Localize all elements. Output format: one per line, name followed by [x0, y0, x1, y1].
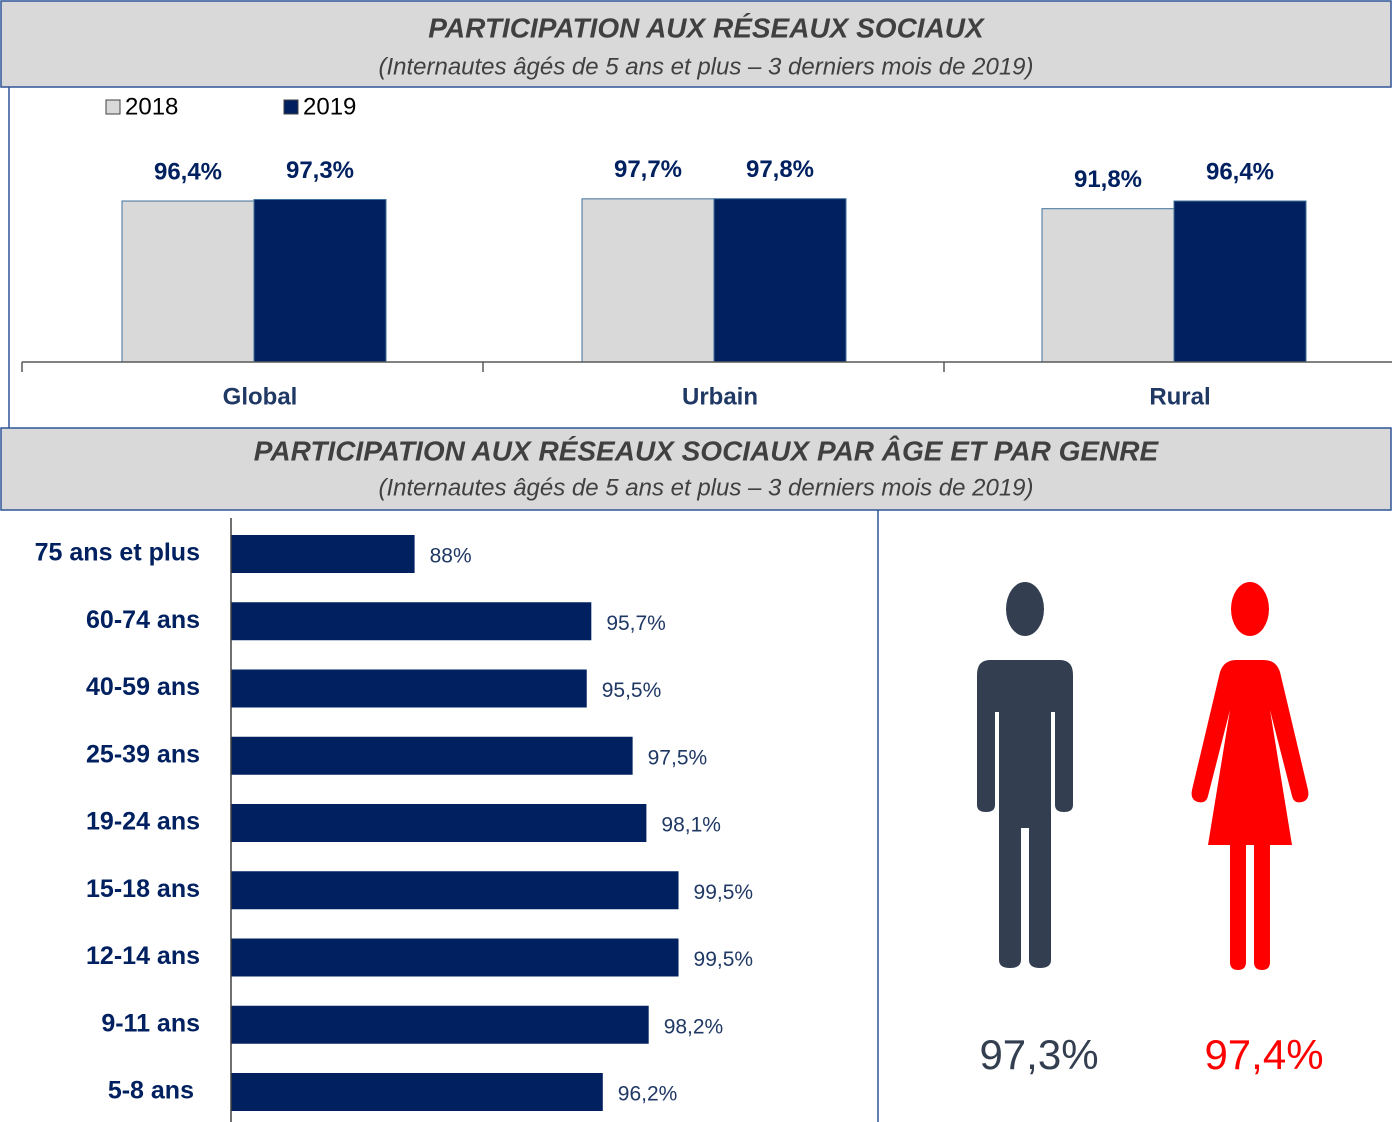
bar: [231, 669, 587, 708]
x-tick-label: Rural: [1149, 383, 1210, 410]
y-tick-label: 19-24 ans: [86, 808, 200, 836]
chart-title: PARTICIPATION AUX RÉSEAUX SOCIAUX PAR ÂG…: [254, 435, 1160, 466]
y-tick-label: 12-14 ans: [86, 942, 200, 970]
y-tick-label: 75 ans et plus: [35, 539, 200, 567]
legend-swatch: [283, 99, 299, 115]
y-tick-label: 40-59 ans: [86, 673, 200, 701]
bar: [253, 199, 387, 363]
y-tick-label: 15-18 ans: [86, 875, 200, 903]
header-box: [0, 0, 1392, 88]
bar: [231, 1005, 649, 1044]
chart-title: PARTICIPATION AUX RÉSEAUX SOCIAUX: [428, 12, 986, 43]
data-label: 99,5%: [694, 948, 754, 971]
legend-label: 2018: [125, 93, 178, 120]
value-label: 97,3%: [979, 1031, 1098, 1078]
x-tick-label: Urbain: [682, 383, 758, 410]
chart-subtitle: (Internautes âgés de 5 ans et plus – 3 d…: [378, 474, 1033, 501]
data-label: 97,5%: [648, 746, 708, 769]
data-label: 95,5%: [602, 679, 662, 702]
data-label: 96,4%: [1206, 158, 1274, 185]
y-tick-label: 25-39 ans: [86, 740, 200, 768]
bar: [231, 535, 415, 573]
bar: [231, 736, 633, 775]
header-box: [0, 427, 1392, 511]
data-label: 97,3%: [286, 157, 354, 184]
y-tick-label: 9-11 ans: [101, 1009, 200, 1037]
bar: [121, 200, 255, 363]
y-tick-label: 60-74 ans: [86, 606, 200, 634]
x-tick-label: Global: [223, 383, 298, 410]
data-label: 99,5%: [694, 881, 754, 904]
bar: [1041, 208, 1175, 363]
icon-body: [1191, 660, 1309, 970]
bar: [231, 938, 679, 977]
chart-subtitle: (Internautes âgés de 5 ans et plus – 3 d…: [378, 53, 1033, 80]
legend-label: 2019: [303, 93, 356, 120]
icon-head: [1231, 582, 1269, 636]
data-label: 98,1%: [661, 814, 721, 837]
data-label: 95,7%: [606, 612, 666, 635]
bar: [581, 198, 715, 363]
data-label: 98,2%: [664, 1015, 724, 1038]
data-label: 96,4%: [154, 158, 222, 185]
bar: [231, 602, 592, 641]
data-label: 88%: [430, 545, 472, 568]
bar: [231, 1073, 603, 1111]
bar: [1173, 200, 1307, 363]
bar: [231, 804, 647, 842]
bar: [231, 871, 679, 910]
icon-head: [1006, 582, 1044, 636]
legend-swatch: [105, 99, 121, 115]
data-label: 97,7%: [614, 156, 682, 183]
value-label: 97,4%: [1204, 1031, 1323, 1078]
bar: [713, 198, 847, 363]
y-tick-label: 5-8 ans: [108, 1077, 194, 1105]
data-label: 91,8%: [1074, 166, 1142, 193]
icon-body: [977, 660, 1073, 968]
data-label: 97,8%: [746, 156, 814, 183]
data-label: 96,2%: [618, 1083, 678, 1106]
